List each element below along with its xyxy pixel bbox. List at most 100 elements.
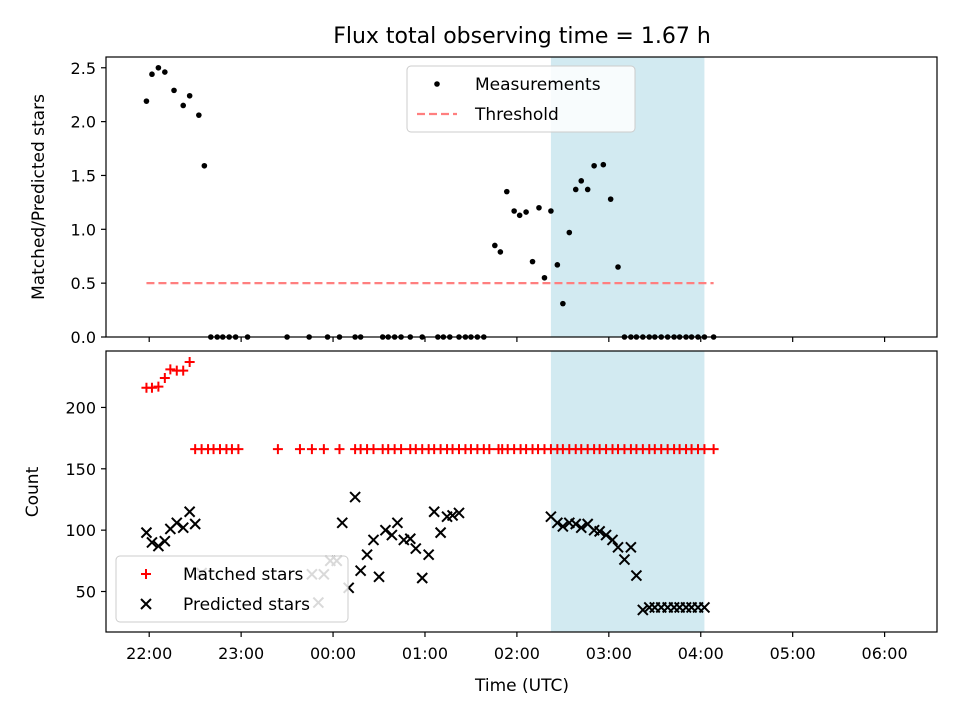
- matched-star-point: [294, 444, 305, 455]
- predicted-star-point: [391, 517, 404, 529]
- measurement-point: [607, 196, 614, 202]
- predicted-star-point: [630, 569, 643, 582]
- measurement-point: [541, 274, 548, 281]
- measurement-point: [171, 87, 177, 94]
- predicted-star-point: [361, 548, 373, 561]
- count-subplot: 50 100 150 200 22:00 23:00 00:00 01:00 02:00 03:0…: [65, 350, 938, 663]
- matched-star-point: [306, 444, 317, 455]
- top-y-tick-label: 0.5: [71, 274, 96, 293]
- chart-title: Flux total observing time = 1.67 h: [333, 24, 711, 49]
- measurement-point: [511, 208, 517, 214]
- matched-star-point: [178, 365, 189, 376]
- predicted-star-point: [606, 534, 619, 546]
- predicted-star-point: [189, 518, 201, 530]
- predicted-star-point: [410, 542, 422, 555]
- bottom-axes-frame: [105, 350, 938, 633]
- measurement-point: [497, 249, 504, 255]
- predicted-star-point: [171, 517, 183, 529]
- legend-box: [406, 65, 636, 133]
- x-tick-label: 00:00: [310, 644, 356, 663]
- matched-star-point: [484, 444, 495, 455]
- bottom-legend: Matched stars Predicted stars: [115, 555, 349, 623]
- measurement-point: [572, 186, 579, 193]
- bottom-y-tick-label: 100: [65, 521, 96, 540]
- top-y-tick-label: 2.5: [71, 59, 96, 78]
- predicted-star-point: [453, 507, 465, 519]
- predicted-star-point: [593, 525, 606, 538]
- bottom-y-axis-label: Count: [23, 466, 43, 517]
- matched-star-point: [165, 364, 176, 375]
- measurement-point: [600, 161, 607, 168]
- top-y-axis-label: Matched/Predicted stars: [29, 94, 49, 300]
- predicted-star-point: [367, 534, 380, 546]
- matched-star-point: [272, 444, 283, 455]
- predicted-star-point: [386, 529, 398, 541]
- legend-box: [115, 555, 349, 623]
- x-tick-label: 02:00: [494, 644, 540, 663]
- x-tick-label: 06:00: [862, 644, 908, 663]
- predicted-star-point: [183, 506, 196, 518]
- legend-label: Matched stars: [183, 565, 303, 585]
- predicted-star-point: [557, 520, 569, 533]
- matched-star-point: [708, 444, 719, 455]
- measurement-point: [162, 69, 168, 75]
- predicted-star-point: [434, 526, 447, 539]
- legend-marker: [141, 569, 151, 579]
- ratio-subplot: 0.0 0.5 1.0 1.5 2.0 2.5 Measurements Threshold: [71, 56, 938, 347]
- predicted-star-point: [159, 535, 171, 547]
- x-tick-label: 03:00: [586, 644, 632, 663]
- matched-star-point: [318, 444, 329, 455]
- measurement-point: [492, 242, 498, 249]
- predicted-star-point: [551, 517, 564, 529]
- top-y-tick-label: 1.0: [71, 220, 96, 239]
- bottom-y-tick-label: 150: [65, 460, 96, 479]
- predicted-star-point: [336, 517, 348, 529]
- predicted-star-point: [570, 518, 582, 530]
- predicted-star-point: [422, 548, 435, 561]
- measurement-point: [566, 229, 573, 236]
- predicted-star-point: [428, 506, 440, 518]
- matched-star-point: [233, 444, 244, 455]
- predicted-star-point: [152, 540, 165, 552]
- predicted-star-point: [698, 601, 711, 614]
- predicted-star-point: [404, 533, 416, 545]
- top-axes-frame: [105, 56, 938, 338]
- measurement-point: [554, 262, 561, 268]
- predicted-star-point: [177, 521, 189, 534]
- x-tick-label: 22:00: [126, 644, 172, 663]
- predicted-star-point: [146, 536, 158, 549]
- top-y-tick-label: 1.5: [71, 166, 96, 185]
- measurement-point: [536, 204, 542, 211]
- top-legend: Measurements Threshold: [406, 65, 636, 133]
- measurement-point: [578, 178, 585, 184]
- measurement-point: [591, 162, 597, 169]
- measurement-point: [149, 71, 155, 78]
- top-y-tick-label: 2.0: [71, 113, 96, 132]
- predicted-star-point: [612, 541, 624, 554]
- matched-star-point: [699, 444, 710, 455]
- measurement-point: [143, 98, 150, 104]
- x-tick-label: 04:00: [678, 644, 724, 663]
- legend-marker: [434, 81, 440, 87]
- legend-label: Measurements: [475, 75, 601, 95]
- predicted-star-point: [140, 526, 153, 539]
- x-axis-label: Time (UTC): [474, 676, 569, 696]
- predicted-star-point: [625, 541, 637, 554]
- matched-star-point: [368, 444, 379, 455]
- x-tick-label: 05:00: [770, 644, 816, 663]
- x-tick-label: 01:00: [402, 644, 448, 663]
- predicted-star-point: [379, 524, 392, 536]
- matched-star-point: [184, 357, 195, 368]
- measurement-point: [584, 186, 591, 193]
- measurement-point: [523, 209, 529, 215]
- measurement-point: [516, 212, 523, 219]
- top-y-tick-label: 0.0: [71, 328, 96, 347]
- measurement-point: [615, 264, 621, 270]
- predicted-star-point: [600, 529, 612, 541]
- measurement-point: [196, 112, 202, 118]
- legend-label: Predicted stars: [183, 595, 310, 615]
- predicted-star-point: [416, 572, 428, 584]
- bottom-shaded-region: [550, 351, 705, 632]
- measurement-point: [186, 92, 193, 99]
